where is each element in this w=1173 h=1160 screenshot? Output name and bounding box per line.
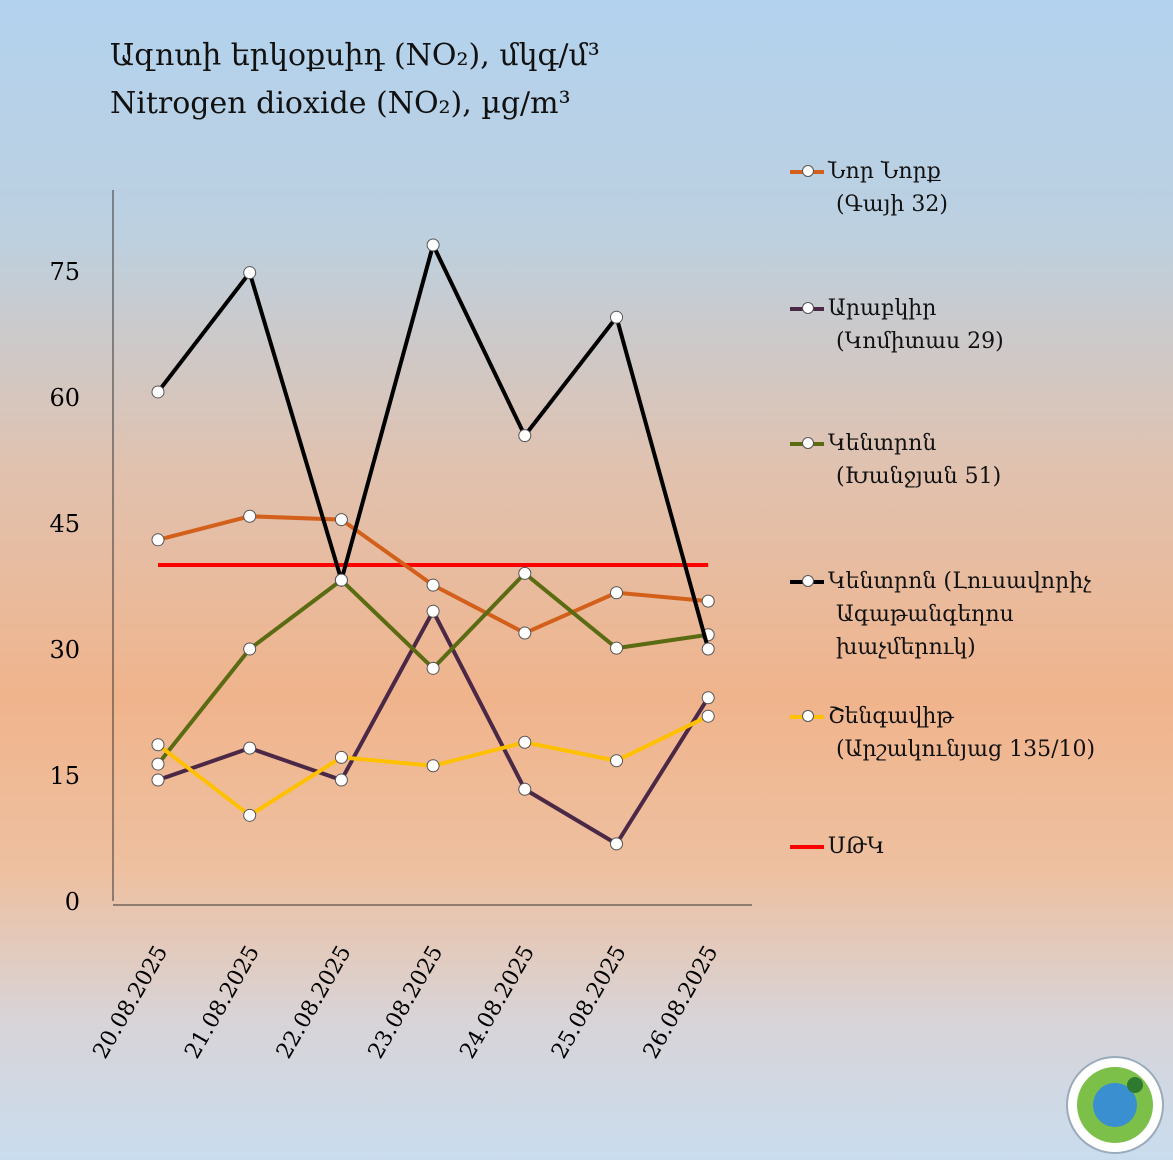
legend-sublabel: Ագաթանգեղոս [836, 602, 1014, 627]
data-point [151, 533, 165, 547]
data-point [426, 238, 440, 252]
legend-label: Շենգավիթ [828, 704, 954, 729]
data-point [151, 757, 165, 771]
data-point [610, 586, 623, 600]
data-point [151, 773, 165, 787]
data-point [701, 642, 715, 656]
x-tick-label: 24.08.2025 [455, 942, 540, 1064]
data-point [518, 566, 532, 580]
data-point [610, 754, 623, 768]
data-point [334, 750, 348, 764]
data-point [518, 429, 532, 443]
data-point [426, 759, 440, 773]
data-point [334, 513, 348, 527]
data-point [610, 310, 623, 324]
data-point [243, 642, 257, 656]
data-point [243, 266, 257, 280]
legend-item: Նոր Նորք (Գայի 32) [790, 155, 948, 221]
y-tick-label: 60 [49, 384, 80, 412]
legend-swatch [790, 165, 824, 177]
data-point [243, 509, 257, 523]
legend-swatch [790, 710, 824, 722]
y-tick-label: 75 [49, 258, 80, 286]
x-tick-label: 23.08.2025 [364, 942, 449, 1064]
chart-title: Ազոտի երկօքսիդ (NO₂), մկգ/մ³ [110, 38, 600, 73]
legend-sublabel: խաչմերուկ) [836, 635, 976, 660]
data-point [426, 578, 440, 592]
data-point [518, 626, 532, 640]
legend-item: Արաբկիր (Կոմիտաս 29) [790, 292, 1004, 358]
chart-subtitle: Nitrogen dioxide (NO₂), µg/m³ [110, 86, 571, 121]
series-2 [151, 566, 715, 771]
data-point [334, 773, 348, 787]
legend-sublabel: (Գայի 32) [836, 192, 948, 217]
legend-sublabel: (Խանջյան 51) [836, 464, 1002, 489]
data-point [518, 735, 532, 749]
y-tick-label: 30 [49, 636, 80, 664]
data-point [151, 385, 165, 399]
data-point [518, 782, 532, 796]
legend-sublabel: (Արշակունյաց 135/10) [836, 737, 1096, 762]
legend-label: Կենտրոն [828, 431, 937, 456]
data-point [701, 691, 715, 705]
y-tick-label: 45 [49, 510, 80, 538]
y-tick-label: 15 [49, 762, 80, 790]
data-point [151, 738, 165, 752]
data-point [426, 604, 440, 618]
legend-label: Արաբկիր [828, 296, 937, 321]
data-point [701, 594, 715, 608]
data-point [426, 661, 440, 675]
legend-item: ՍԹԿ [790, 830, 885, 863]
legend-item: Կենտրոն (Խանջյան 51) [790, 427, 1001, 493]
legend-item: Կենտրոն (Լուսավորիչ Ագաթանգեղոս խաչմերուկ) [790, 565, 1091, 664]
data-point [334, 573, 348, 587]
x-tick-label: 22.08.2025 [272, 942, 357, 1064]
legend-label: ՍԹԿ [828, 834, 885, 859]
series-3 [151, 238, 715, 656]
legend-label: Նոր Նորք [828, 159, 941, 184]
data-point [243, 741, 257, 755]
data-point [701, 709, 715, 723]
series-4 [151, 709, 715, 822]
series-1 [151, 604, 715, 851]
data-point [243, 808, 257, 822]
legend-sublabel: (Կոմիտաս 29) [836, 329, 1004, 354]
x-tick-label: 26.08.2025 [639, 942, 724, 1064]
x-tick-label: 20.08.2025 [89, 942, 174, 1064]
data-point [610, 641, 623, 655]
y-tick-label: 0 [65, 888, 80, 916]
legend-swatch [790, 845, 824, 849]
legend-item: Շենգավիթ (Արշակունյաց 135/10) [790, 700, 1095, 766]
x-tick-label: 25.08.2025 [547, 942, 632, 1064]
x-tick-label: 21.08.2025 [180, 942, 265, 1064]
series-0 [151, 509, 715, 640]
legend-swatch [790, 302, 824, 314]
legend-swatch [790, 575, 824, 587]
legend-label: Կենտրոն (Լուսավորիչ [828, 569, 1092, 594]
legend-swatch [790, 437, 824, 449]
data-point [610, 837, 623, 851]
